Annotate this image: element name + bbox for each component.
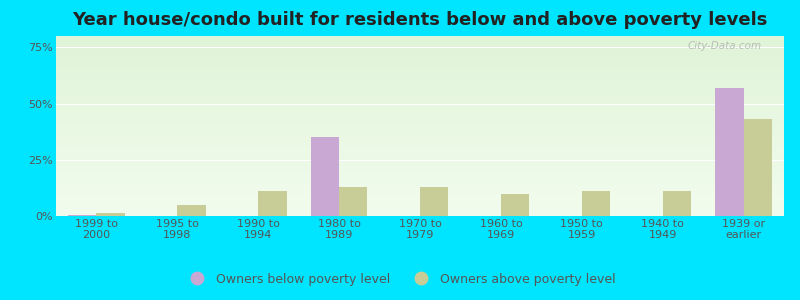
Bar — [582, 191, 610, 216]
Bar — [178, 205, 206, 216]
Bar — [743, 119, 772, 216]
Bar — [420, 187, 448, 216]
Bar — [311, 137, 339, 216]
Bar — [339, 187, 367, 216]
Bar — [97, 213, 125, 216]
Title: Year house/condo built for residents below and above poverty levels: Year house/condo built for residents bel… — [72, 11, 768, 29]
Bar — [715, 88, 743, 216]
Text: City-Data.com: City-Data.com — [688, 41, 762, 51]
Bar — [662, 191, 691, 216]
Bar — [68, 215, 97, 216]
Legend: Owners below poverty level, Owners above poverty level: Owners below poverty level, Owners above… — [179, 268, 621, 291]
Bar — [501, 194, 530, 216]
Bar — [258, 191, 286, 216]
